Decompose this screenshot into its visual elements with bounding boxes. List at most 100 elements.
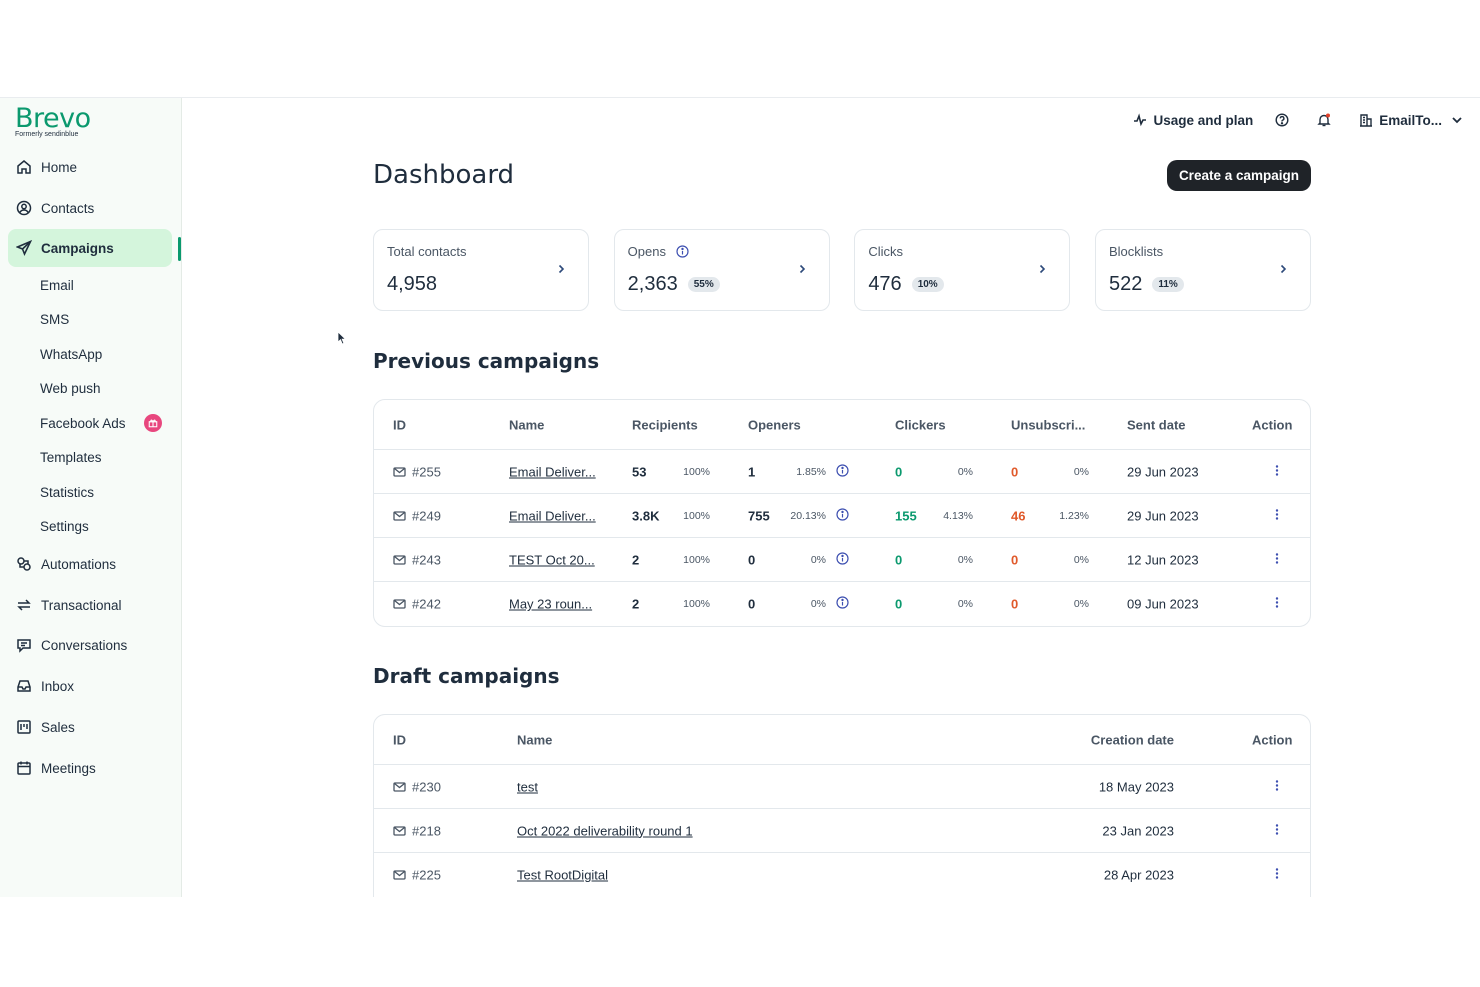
info-icon[interactable] (836, 463, 849, 477)
mouse-cursor (337, 331, 347, 345)
mail-icon (393, 599, 406, 609)
sidebar-subitem-sms[interactable]: SMS (40, 312, 70, 327)
more-actions-icon[interactable] (1275, 823, 1279, 835)
campaign-name-link[interactable]: TEST Oct 20... (509, 552, 595, 567)
brevo-logo[interactable]: Brevo Formerly sendinblue (15, 103, 91, 138)
mail-icon (393, 781, 406, 792)
chat-icon (17, 639, 31, 653)
column-header-id: ID (393, 732, 406, 747)
contacts-icon (16, 200, 32, 216)
campaign-id: #225 (393, 868, 441, 883)
sidebar-item-label: Contacts (41, 200, 95, 216)
campaign-name-link[interactable]: Email Deliver... (509, 464, 596, 479)
sidebar-item-label: Inbox (41, 678, 75, 694)
stat-card-opens[interactable]: Opens 2,363 55% (613, 229, 830, 311)
clickers-value: 0 (895, 464, 903, 479)
calendar-icon (17, 761, 31, 775)
table-row: #249 Email Deliver... 3.8K 100% 755 20.13% 155… (374, 494, 1310, 538)
sidebar-item-meetings[interactable]: Meetings (8, 749, 172, 787)
campaign-id: #249 (393, 508, 441, 523)
chevron-down-icon (1452, 117, 1462, 124)
column-header-clickers: Clickers (895, 417, 946, 432)
unsubscribers-percent: 0% (1073, 553, 1089, 566)
recipients-percent: 100% (683, 598, 710, 610)
info-icon[interactable] (836, 596, 849, 609)
column-header-id: ID (393, 417, 406, 432)
usage-and-plan-button[interactable]: Usage and plan (1133, 113, 1253, 128)
stat-card-clicks[interactable]: Clicks 476 10% (854, 229, 1071, 311)
sidebar-item-label: Campaigns (41, 240, 114, 256)
unsubscribers-percent: 0% (1073, 598, 1089, 610)
campaign-id: #218 (393, 823, 441, 838)
campaign-name-link[interactable]: test (517, 779, 538, 794)
account-menu[interactable]: EmailTo... (1359, 113, 1464, 128)
campaign-name-link[interactable]: Test RootDigital (517, 867, 609, 883)
openers-percent: 0% (810, 598, 826, 610)
campaign-name-link[interactable]: Oct 2022 deliverability round 1 (517, 823, 693, 838)
unsubscribers-percent: 0% (1073, 465, 1089, 478)
more-actions-icon[interactable] (1275, 779, 1279, 791)
sidebar-subitem-templates[interactable]: Templates (40, 450, 102, 465)
mail-icon (393, 554, 406, 565)
draft-campaigns-title: Draft campaigns (373, 664, 560, 688)
table-row: #230 test 18 May 2023 (374, 765, 1310, 809)
sidebar-subitem-web-push[interactable]: Web push (40, 381, 101, 396)
app-window: Brevo Formerly sendinblue Home Contacts … (0, 97, 1480, 897)
sidebar-item-home[interactable]: Home (8, 148, 172, 186)
create-campaign-button[interactable]: Create a campaign (1166, 160, 1311, 191)
sidebar-item-sales[interactable]: Sales (8, 708, 172, 746)
clickers-percent: 0% (957, 553, 973, 566)
automation-icon (17, 557, 31, 571)
sidebar-item-inbox[interactable]: Inbox (8, 667, 172, 705)
sidebar-item-transactional[interactable]: Transactional (8, 586, 172, 624)
sidebar-subitem-email[interactable]: Email (40, 278, 74, 293)
sidebar: Brevo Formerly sendinblue Home Contacts … (0, 98, 182, 897)
sidebar-subitem-statistics[interactable]: Statistics (40, 485, 95, 500)
sidebar-item-contacts[interactable]: Contacts (8, 189, 172, 227)
sidebar-item-automations[interactable]: Automations (8, 545, 172, 583)
openers-value: 0 (748, 552, 756, 567)
more-actions-icon[interactable] (1275, 464, 1279, 476)
help-button[interactable] (1275, 113, 1295, 127)
chevron-right-icon (1280, 264, 1287, 274)
openers-percent: 20.13% (790, 509, 826, 522)
sidebar-subitem-facebook-ads[interactable]: Facebook Ads (40, 416, 126, 431)
sidebar-item-campaigns[interactable]: Campaigns (8, 229, 172, 267)
creation-date: 18 May 2023 (1098, 779, 1174, 794)
openers-value: 0 (748, 596, 756, 612)
campaign-id-text: #218 (412, 823, 441, 838)
sidebar-subitem-whatsapp[interactable]: WhatsApp (40, 347, 103, 362)
column-header-action: Action (1252, 732, 1293, 747)
column-header-sent-date: Sent date (1127, 417, 1186, 432)
notifications-button[interactable] (1317, 113, 1337, 127)
info-icon[interactable] (836, 507, 849, 521)
more-actions-icon[interactable] (1275, 552, 1279, 564)
unsubscribers-value: 46 (1011, 508, 1026, 523)
clickers-percent: 0% (957, 598, 973, 610)
more-actions-icon[interactable] (1275, 597, 1279, 609)
sidebar-item-label: Transactional (41, 597, 122, 613)
sidebar-item-label: Meetings (41, 760, 96, 776)
stats-cards: Total contacts 4,958 Opens 2,363 55% Clic… (373, 229, 1311, 311)
chevron-right-icon (1040, 264, 1046, 274)
column-header-action: Action (1252, 417, 1293, 432)
column-header-recipients: Recipients (632, 417, 698, 432)
clickers-percent: 0% (957, 465, 973, 478)
sidebar-item-label: Sales (41, 719, 75, 735)
chevron-right-icon (799, 264, 805, 274)
top-bar: Usage and plan EmailTo... (1111, 110, 1464, 130)
campaign-name-link[interactable]: May 23 roun... (509, 596, 593, 612)
campaign-name-link[interactable]: Email Deliver... (509, 508, 596, 523)
sidebar-subitem-settings[interactable]: Settings (40, 519, 89, 534)
draft-campaigns-table: ID Name Creation date Action #230 test 18 … (373, 714, 1311, 897)
info-icon[interactable] (676, 245, 689, 258)
unsubscribers-value: 0 (1011, 464, 1019, 479)
more-actions-icon[interactable] (1275, 868, 1279, 880)
info-icon[interactable] (836, 551, 849, 565)
stat-card-blocklists[interactable]: Blocklists 522 11% (1094, 229, 1311, 311)
stat-value: 2,363 (627, 273, 678, 295)
more-actions-icon[interactable] (1275, 508, 1279, 520)
active-indicator (178, 237, 181, 261)
stat-card-total-contacts[interactable]: Total contacts 4,958 (373, 229, 589, 311)
sidebar-item-conversations[interactable]: Conversations (8, 626, 172, 664)
